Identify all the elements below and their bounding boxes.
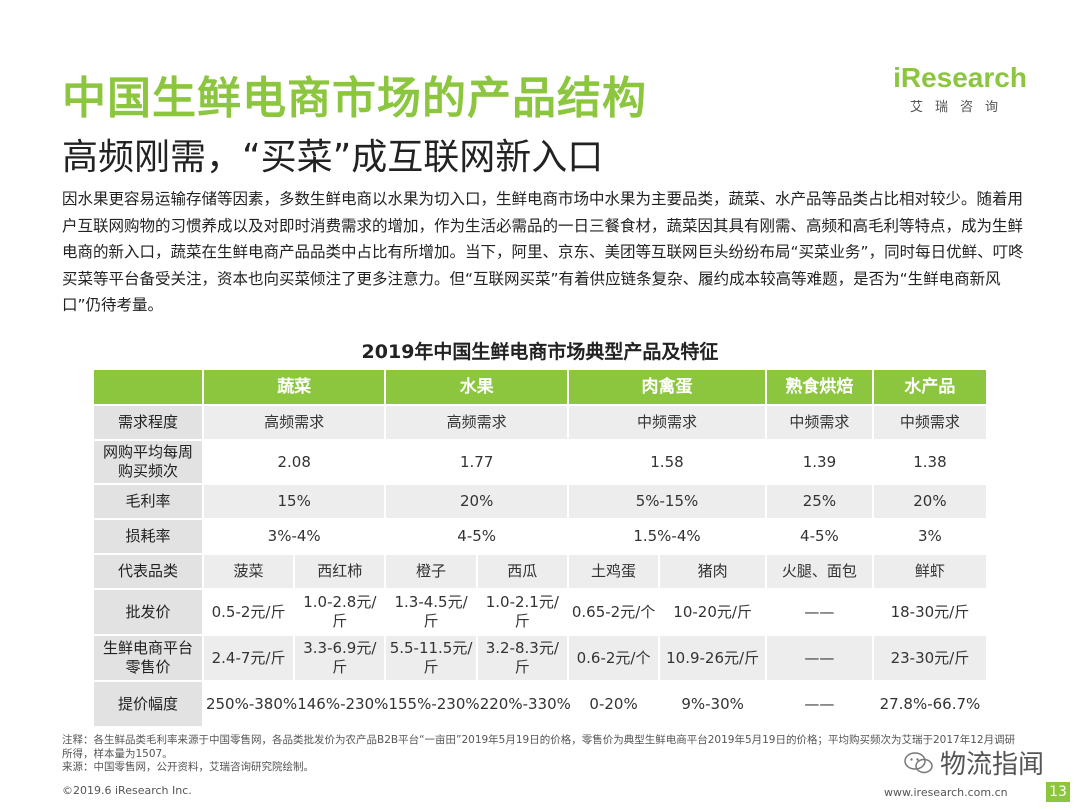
- table-cell: 2.4-7元/斤: [203, 636, 294, 680]
- table-cell: 15%: [203, 485, 385, 518]
- table-cell: 3.3-6.9元/斤: [295, 636, 385, 680]
- row-label: 批发价: [94, 590, 202, 634]
- table-cell: 0-20%: [568, 682, 659, 726]
- table-cell: 0.5-2元/斤: [203, 590, 294, 634]
- table-cell: 5%-15%: [568, 485, 766, 518]
- page-number: 13: [1046, 782, 1070, 802]
- table-cell: 高频需求: [386, 406, 567, 439]
- table-cell: 高频需求: [203, 406, 385, 439]
- website-link[interactable]: www.iresearch.com.cn: [884, 786, 1008, 799]
- row-label: 提价幅度: [94, 682, 202, 726]
- product-feature-table: 蔬菜 水果 肉禽蛋 熟食烘焙 水产品 需求程度 高频需求 高频需求 中频需求 中…: [92, 368, 988, 728]
- table-cell: 20%: [873, 485, 986, 518]
- table-cell: 1.58: [568, 441, 766, 483]
- watermark-text: 物流指闻: [940, 750, 1045, 780]
- table-cell: 3%-4%: [203, 520, 385, 553]
- row-label: 损耗率: [94, 520, 202, 553]
- table-cell: 1.39: [767, 441, 872, 483]
- table-cell: 2.08: [203, 441, 385, 483]
- footnotes: 注释：各生鲜品类毛利率来源于中国零售网，各品类批发价为农产品B2B平台“一亩田”…: [62, 734, 1022, 775]
- table-cell: 橙子: [386, 555, 476, 588]
- table-cell: 0.65-2元/个: [568, 590, 659, 634]
- table-cell: 10.9-26元/斤: [660, 636, 766, 680]
- row-label: 毛利率: [94, 485, 202, 518]
- table-cell: 4-5%: [386, 520, 567, 553]
- row-label: 需求程度: [94, 406, 202, 439]
- table-cell: 250%-380%: [203, 682, 297, 726]
- table-cell: 1.3-4.5元/斤: [386, 590, 476, 634]
- logo-subtext: 艾瑞咨询: [909, 100, 1010, 115]
- table-cell: 20%: [386, 485, 567, 518]
- table-cell: 中频需求: [873, 406, 986, 439]
- row-label: 生鲜电商平台零售价: [94, 636, 202, 680]
- table-cell: 火腿、面包: [767, 555, 872, 588]
- table-row: 代表品类 菠菜 西红柿 橙子 西瓜 土鸡蛋 猪肉 火腿、面包 鲜虾: [94, 555, 986, 588]
- table-row: 需求程度 高频需求 高频需求 中频需求 中频需求 中频需求: [94, 406, 986, 439]
- iresearch-logo: iResearch 艾瑞咨询: [890, 62, 1030, 115]
- table-cell: 1.77: [386, 441, 567, 483]
- table-cell: 25%: [767, 485, 872, 518]
- table-cell: 23-30元/斤: [873, 636, 986, 680]
- table-cell: 0.6-2元/个: [568, 636, 659, 680]
- table-cell: 中频需求: [568, 406, 766, 439]
- table-cell: 菠菜: [203, 555, 294, 588]
- table-cell: 3.2-8.3元/斤: [477, 636, 567, 680]
- footnote-note: 注释：各生鲜品类毛利率来源于中国零售网，各品类批发价为农产品B2B平台“一亩田”…: [62, 734, 1016, 760]
- table-cell: ——: [767, 636, 872, 680]
- header-meat-poultry-egg: 肉禽蛋: [568, 370, 766, 404]
- page-title: 中国生鲜电商市场的产品结构: [62, 73, 647, 124]
- table-cell: 1.0-2.1元/斤: [477, 590, 567, 634]
- table-cell: 1.0-2.8元/斤: [295, 590, 385, 634]
- table-cell: 西红柿: [295, 555, 385, 588]
- table-cell: 18-30元/斤: [873, 590, 986, 634]
- page-subtitle: 高频刚需，“买菜”成互联网新入口: [62, 137, 604, 178]
- table-cell: 1.38: [873, 441, 986, 483]
- header-fruit: 水果: [386, 370, 567, 404]
- row-label: 代表品类: [94, 555, 202, 588]
- footnote-source: 来源：中国零售网，公开资料，艾瑞咨询研究院绘制。: [62, 761, 314, 773]
- header-deli-bakery: 熟食烘焙: [767, 370, 872, 404]
- table-cell: 1.5%-4%: [568, 520, 766, 553]
- table-cell: ——: [767, 682, 872, 726]
- table-cell: 5.5-11.5元/斤: [386, 636, 476, 680]
- table-row: 批发价 0.5-2元/斤 1.0-2.8元/斤 1.3-4.5元/斤 1.0-2…: [94, 590, 986, 634]
- copyright: ©2019.6 iResearch Inc.: [62, 784, 192, 797]
- table-cell: 10-20元/斤: [660, 590, 766, 634]
- table-header-row: 蔬菜 水果 肉禽蛋 熟食烘焙 水产品: [94, 370, 986, 404]
- table-cell: 中频需求: [767, 406, 872, 439]
- table-cell: 土鸡蛋: [568, 555, 659, 588]
- table-cell: ——: [767, 590, 872, 634]
- row-label: 网购平均每周购买频次: [94, 441, 202, 483]
- table-cell: 9%-30%: [660, 682, 766, 726]
- table-cell: 3%: [873, 520, 986, 553]
- table-row: 毛利率 15% 20% 5%-15% 25% 20%: [94, 485, 986, 518]
- table-row: 生鲜电商平台零售价 2.4-7元/斤 3.3-6.9元/斤 5.5-11.5元/…: [94, 636, 986, 680]
- table-cell: 西瓜: [477, 555, 567, 588]
- table-cell: 鲜虾: [873, 555, 986, 588]
- table-row: 网购平均每周购买频次 2.08 1.77 1.58 1.39 1.38: [94, 441, 986, 483]
- logo-text: iResearch: [893, 62, 1027, 93]
- table-title: 2019年中国生鲜电商市场典型产品及特征: [361, 341, 719, 363]
- table-cell: 猪肉: [660, 555, 766, 588]
- table-row: 提价幅度 250%-380% 146%-230% 155%-230% 220%-…: [94, 682, 986, 726]
- intro-paragraph: 因水果更容易运输存储等因素，多数生鲜电商以水果为切入口，生鲜电商市场中水果为主要…: [62, 190, 1024, 314]
- header-vegetables: 蔬菜: [203, 370, 385, 404]
- table-cell: 146%-230%: [295, 682, 388, 726]
- header-corner: [94, 370, 202, 404]
- wechat-icon: [904, 751, 933, 773]
- table-cell: 220%-330%: [477, 682, 571, 726]
- header-seafood: 水产品: [873, 370, 986, 404]
- table-cell: 27.8%-66.7%: [873, 682, 986, 726]
- table-cell: 4-5%: [767, 520, 872, 553]
- wechat-watermark: 物流指闻: [904, 744, 1044, 781]
- table-cell: 155%-230%: [386, 682, 480, 726]
- table-row: 损耗率 3%-4% 4-5% 1.5%-4% 4-5% 3%: [94, 520, 986, 553]
